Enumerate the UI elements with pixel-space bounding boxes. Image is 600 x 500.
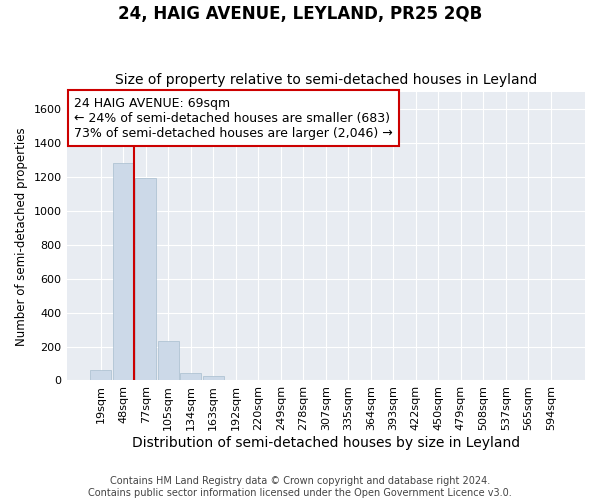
Text: 24 HAIG AVENUE: 69sqm
← 24% of semi-detached houses are smaller (683)
73% of sem: 24 HAIG AVENUE: 69sqm ← 24% of semi-deta… <box>74 96 393 140</box>
Bar <box>135 178 157 380</box>
Text: 24, HAIG AVENUE, LEYLAND, PR25 2QB: 24, HAIG AVENUE, LEYLAND, PR25 2QB <box>118 5 482 23</box>
Title: Size of property relative to semi-detached houses in Leyland: Size of property relative to semi-detach… <box>115 73 537 87</box>
Bar <box>90 370 112 380</box>
Bar <box>158 342 179 380</box>
Bar <box>113 162 134 380</box>
Bar <box>180 373 202 380</box>
Y-axis label: Number of semi-detached properties: Number of semi-detached properties <box>15 127 28 346</box>
Text: Contains HM Land Registry data © Crown copyright and database right 2024.
Contai: Contains HM Land Registry data © Crown c… <box>88 476 512 498</box>
Bar <box>203 376 224 380</box>
X-axis label: Distribution of semi-detached houses by size in Leyland: Distribution of semi-detached houses by … <box>132 436 520 450</box>
